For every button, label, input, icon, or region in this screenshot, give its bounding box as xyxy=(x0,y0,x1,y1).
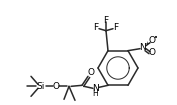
Text: O: O xyxy=(149,48,156,57)
Text: F: F xyxy=(113,23,119,32)
Text: O: O xyxy=(87,68,95,77)
Text: O: O xyxy=(149,36,156,45)
Text: H: H xyxy=(92,89,98,98)
Text: N: N xyxy=(93,84,99,93)
Text: +: + xyxy=(144,41,150,46)
Text: O: O xyxy=(53,82,59,91)
Text: F: F xyxy=(103,16,109,25)
Text: Si: Si xyxy=(37,82,45,91)
Text: F: F xyxy=(93,23,99,32)
Text: •: • xyxy=(154,35,158,41)
Text: N: N xyxy=(140,43,146,52)
